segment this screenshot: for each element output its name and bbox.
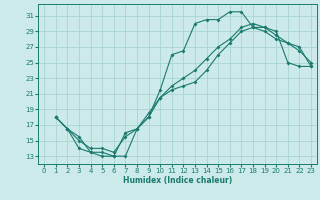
X-axis label: Humidex (Indice chaleur): Humidex (Indice chaleur) [123, 176, 232, 185]
